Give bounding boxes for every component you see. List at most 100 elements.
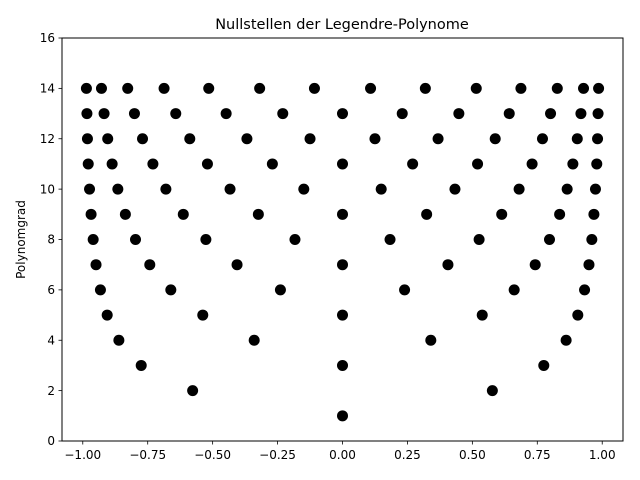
root-point	[81, 108, 93, 120]
root-point	[337, 158, 348, 170]
root-point	[130, 234, 142, 245]
root-point	[224, 183, 236, 195]
root-point	[82, 158, 94, 170]
root-point	[449, 183, 461, 195]
root-point	[365, 82, 377, 94]
y-tick-label: 4	[47, 333, 55, 347]
root-point	[591, 158, 603, 170]
root-point	[160, 183, 172, 195]
x-tick-label: −0.75	[129, 448, 166, 462]
root-point	[567, 158, 579, 170]
root-point	[538, 359, 550, 371]
root-point	[337, 309, 348, 321]
root-point	[551, 82, 563, 94]
root-point	[526, 158, 538, 170]
root-point	[572, 309, 584, 321]
root-point	[298, 183, 310, 195]
root-point	[583, 259, 595, 271]
root-point	[592, 108, 604, 120]
x-axis: −1.00 −0.75 −0.50 −0.25 0.00 0.25 0.50 0.75 1.00	[64, 441, 616, 462]
root-point	[419, 82, 431, 94]
root-point	[241, 133, 253, 145]
root-point	[94, 284, 106, 296]
root-point	[579, 284, 591, 296]
root-point	[165, 284, 177, 296]
root-point	[147, 158, 159, 170]
root-point	[425, 334, 437, 346]
y-tick-label: 6	[47, 283, 55, 297]
root-point	[90, 259, 102, 271]
x-tick-label: −0.50	[194, 448, 231, 462]
root-point	[554, 208, 566, 220]
root-point	[472, 158, 484, 170]
root-point	[254, 82, 266, 94]
y-axis-label: Polynomgrad	[14, 200, 28, 279]
root-point	[545, 108, 557, 120]
root-point	[571, 133, 583, 145]
y-tick-label: 12	[40, 132, 55, 146]
root-point	[113, 334, 125, 346]
root-point	[561, 183, 573, 195]
y-tick-label: 10	[40, 182, 55, 196]
root-point	[197, 309, 209, 321]
root-point	[170, 108, 182, 120]
root-point	[489, 133, 501, 145]
y-tick-label: 0	[47, 434, 55, 448]
root-point	[589, 183, 601, 195]
y-tick-label: 2	[47, 384, 55, 398]
root-point	[277, 108, 289, 120]
root-point	[122, 82, 134, 94]
root-point	[586, 234, 598, 245]
root-point	[470, 82, 482, 94]
root-point	[137, 133, 149, 145]
root-point	[432, 133, 444, 145]
x-tick-label: −1.00	[64, 448, 101, 462]
root-point	[87, 234, 99, 245]
root-point	[84, 183, 96, 195]
root-point	[503, 108, 515, 120]
root-point	[112, 183, 124, 195]
root-point	[135, 359, 147, 371]
root-point	[308, 82, 320, 94]
root-point	[144, 259, 156, 271]
root-point	[442, 259, 454, 271]
root-point	[560, 334, 572, 346]
root-point	[515, 82, 527, 94]
root-point	[201, 158, 213, 170]
x-tick-label: −0.25	[259, 448, 296, 462]
root-point	[102, 133, 114, 145]
root-point	[337, 359, 348, 371]
root-point	[248, 334, 260, 346]
x-tick-label: 0.75	[524, 448, 551, 462]
root-point	[187, 385, 199, 397]
root-point	[369, 133, 381, 145]
x-tick-label: 0.25	[394, 448, 421, 462]
root-point	[98, 108, 110, 120]
root-point	[101, 309, 113, 321]
root-point	[384, 234, 396, 245]
root-point	[396, 108, 408, 120]
points-layer	[80, 82, 605, 422]
root-point	[529, 259, 541, 271]
root-point	[337, 259, 348, 271]
root-point	[476, 309, 488, 321]
root-point	[220, 108, 232, 120]
root-point	[575, 108, 587, 120]
root-point	[337, 410, 348, 422]
root-point	[184, 133, 196, 145]
root-point	[128, 108, 140, 120]
root-point	[95, 82, 107, 94]
root-point	[106, 158, 118, 170]
root-point	[337, 208, 348, 220]
x-tick-label: 0.50	[459, 448, 486, 462]
y-tick-label: 8	[47, 233, 55, 247]
x-tick-label: 0.00	[329, 448, 356, 462]
y-tick-label: 16	[40, 31, 55, 45]
root-point	[536, 133, 548, 145]
root-point	[508, 284, 520, 296]
root-point	[266, 158, 278, 170]
root-point	[274, 284, 286, 296]
root-point	[81, 133, 93, 145]
